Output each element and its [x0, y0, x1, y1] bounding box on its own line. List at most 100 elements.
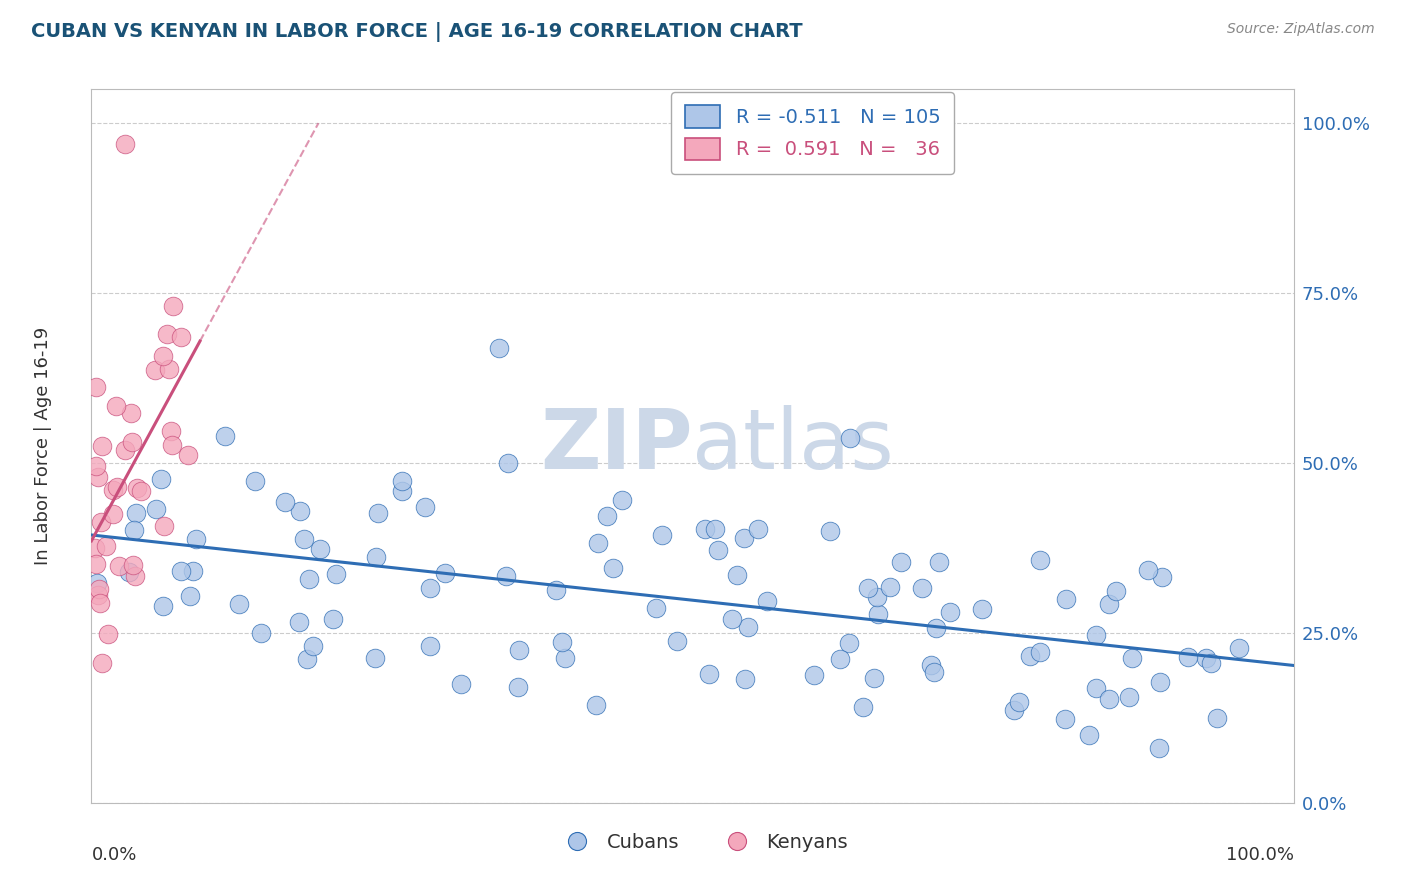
Text: ZIP: ZIP: [540, 406, 692, 486]
Point: [322, 611, 344, 625]
Point: [733, 532, 755, 546]
Point: [84, 557, 107, 571]
Point: [297, 652, 319, 666]
Point: [1227, 641, 1250, 656]
Text: atlas: atlas: [692, 406, 894, 486]
Point: [1098, 692, 1121, 706]
Point: [364, 550, 387, 565]
Point: [645, 601, 668, 615]
Point: [911, 581, 934, 595]
Point: [177, 448, 200, 462]
Point: [1019, 649, 1042, 664]
Point: [838, 636, 860, 650]
Point: [114, 443, 136, 458]
Point: [250, 626, 273, 640]
Point: [120, 405, 142, 419]
Point: [506, 680, 529, 694]
Point: [1105, 583, 1128, 598]
Point: [162, 299, 184, 313]
Point: [179, 589, 201, 603]
Point: [1195, 651, 1218, 665]
Point: [1054, 712, 1077, 726]
Point: [858, 581, 880, 595]
Point: [1029, 645, 1052, 659]
Point: [818, 524, 841, 538]
Point: [157, 362, 180, 376]
Legend: Cubans, Kenyans: Cubans, Kenyans: [550, 825, 856, 860]
Point: [695, 523, 717, 537]
Point: [879, 580, 901, 594]
Point: [367, 506, 389, 520]
Point: [1121, 651, 1143, 665]
Point: [127, 482, 149, 496]
Point: [152, 518, 174, 533]
Point: [755, 593, 778, 607]
Point: [707, 543, 730, 558]
Point: [737, 620, 759, 634]
Point: [1205, 711, 1227, 725]
Point: [1054, 591, 1077, 606]
Point: [830, 652, 852, 666]
Point: [122, 524, 145, 538]
Point: [308, 541, 330, 556]
Point: [419, 581, 441, 595]
Point: [125, 506, 148, 520]
Point: [108, 559, 131, 574]
Point: [89, 596, 111, 610]
Point: [186, 532, 208, 546]
Point: [651, 528, 673, 542]
Point: [665, 633, 688, 648]
Point: [84, 541, 107, 555]
Point: [124, 569, 146, 583]
Point: [1002, 703, 1025, 717]
Point: [90, 515, 112, 529]
Point: [181, 565, 204, 579]
Point: [890, 555, 912, 569]
Point: [84, 380, 107, 394]
Point: [87, 469, 110, 483]
Point: [610, 493, 633, 508]
Point: [839, 431, 862, 445]
Point: [866, 591, 889, 605]
Point: [734, 672, 756, 686]
Point: [143, 362, 166, 376]
Legend: R = -0.511   N = 105, R =  0.591   N =   36: R = -0.511 N = 105, R = 0.591 N = 36: [672, 92, 953, 174]
Point: [145, 502, 167, 516]
Point: [129, 484, 152, 499]
Point: [90, 656, 112, 670]
Text: 0.0%: 0.0%: [91, 846, 136, 863]
Point: [325, 566, 347, 581]
Point: [697, 666, 720, 681]
Point: [1084, 681, 1107, 696]
Point: [1118, 690, 1140, 704]
Point: [170, 564, 193, 578]
Point: [602, 561, 624, 575]
Point: [803, 667, 825, 681]
Text: 100.0%: 100.0%: [1226, 846, 1294, 863]
Point: [156, 326, 179, 341]
Point: [1199, 656, 1222, 670]
Point: [94, 539, 117, 553]
Point: [292, 533, 315, 547]
Point: [114, 136, 136, 151]
Point: [121, 435, 143, 450]
Point: [391, 484, 413, 499]
Point: [1028, 553, 1050, 567]
Point: [703, 522, 725, 536]
Point: [298, 572, 321, 586]
Point: [290, 504, 312, 518]
Point: [105, 480, 128, 494]
Point: [228, 597, 250, 611]
Point: [508, 643, 530, 657]
Point: [152, 599, 174, 613]
Point: [101, 483, 124, 497]
Text: Source: ZipAtlas.com: Source: ZipAtlas.com: [1227, 22, 1375, 37]
Point: [546, 582, 568, 597]
Point: [149, 472, 172, 486]
Point: [118, 566, 141, 580]
Point: [274, 495, 297, 509]
Point: [495, 569, 517, 583]
Point: [747, 522, 769, 536]
Point: [970, 602, 993, 616]
Point: [162, 438, 184, 452]
